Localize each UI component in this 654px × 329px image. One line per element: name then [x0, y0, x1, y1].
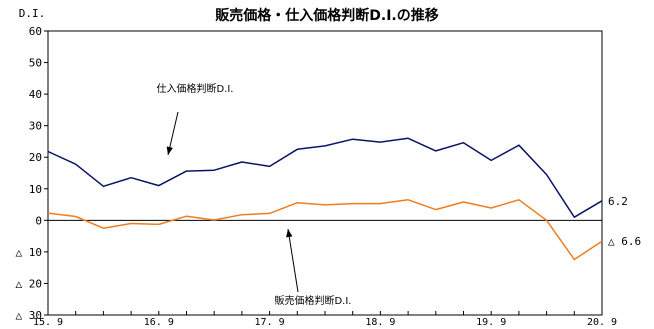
series-line-2: [47, 199, 603, 261]
y-tick-label: △ 20: [16, 277, 43, 290]
x-tick-label: 20. 9: [587, 317, 617, 328]
y-tick-label: △ 10: [16, 246, 43, 259]
series-end-label-2: △ 6.6: [608, 235, 641, 248]
y-tick-label: 20: [29, 151, 42, 164]
y-tick-label: 60: [29, 25, 42, 38]
y-tick-label: 50: [29, 57, 42, 70]
x-tick-label: 19. 9: [476, 317, 506, 328]
y-tick-label: 30: [29, 120, 42, 133]
x-tick-label: 17. 9: [255, 317, 285, 328]
y-tick-label: △ 30: [16, 309, 43, 322]
x-tick-label: 15. 9: [33, 317, 63, 328]
series-line-1: [47, 137, 603, 218]
callout-label-1: 仕入価格判断D.I.: [156, 82, 233, 95]
x-tick-label: 16. 9: [144, 317, 174, 328]
series-end-label-1: 6.2: [608, 195, 628, 208]
chart-title: 販売価格・仕入価格判断D.I.の推移: [215, 7, 438, 24]
x-tick-label: 18. 9: [365, 317, 395, 328]
y-tick-label: 10: [29, 183, 42, 196]
callout-label-2: 販売価格判断D.I.: [274, 294, 351, 307]
y-axis-label: D.I.: [19, 7, 46, 20]
callout-arrow-1-head: [166, 146, 173, 155]
callout-arrow-2-shaft: [287, 228, 299, 293]
callout-arrow-2-head: [286, 229, 293, 238]
y-tick-label: 0: [35, 214, 42, 227]
y-tick-label: 40: [29, 88, 42, 101]
plot-frame: [47, 30, 603, 316]
